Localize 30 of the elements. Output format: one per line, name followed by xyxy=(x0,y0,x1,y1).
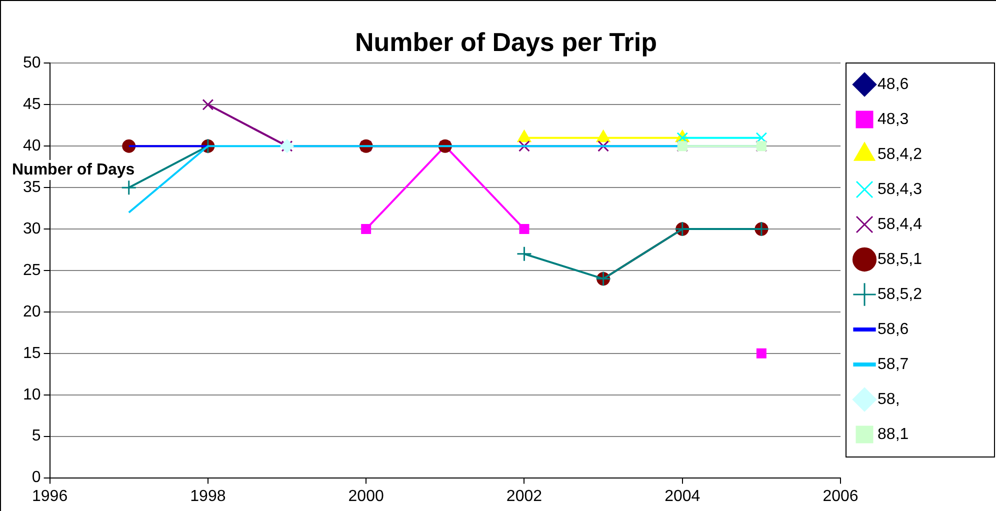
y-tick-label: 10 xyxy=(23,386,41,404)
y-tick-label: 5 xyxy=(32,428,41,445)
y-tick-label: 45 xyxy=(23,96,41,114)
y-tick-label: 40 xyxy=(23,138,41,155)
legend-label: 88,1 xyxy=(878,426,909,443)
y-tick-label: 30 xyxy=(23,220,41,238)
y-tick-label: 35 xyxy=(23,178,41,196)
y-tick-label: 0 xyxy=(32,469,41,486)
chart-title: Number of Days per Trip xyxy=(355,26,657,57)
legend-label: 58,7 xyxy=(878,356,909,373)
x-tick-label: 2004 xyxy=(664,488,700,505)
legend-label: 58,4,2 xyxy=(878,146,922,163)
x-tick-label: 1996 xyxy=(32,488,68,505)
y-axis-title: Number of Days xyxy=(12,161,135,178)
legend-label: 58,5,2 xyxy=(878,286,922,303)
legend-label: 58,6 xyxy=(878,320,909,338)
y-tick-label: 50 xyxy=(23,54,41,72)
y-tick-label: 20 xyxy=(23,303,41,320)
legend-label: 58, xyxy=(878,390,900,408)
y-tick-label: 15 xyxy=(23,344,41,362)
legend-label: 58,5,1 xyxy=(878,250,922,268)
x-tick-label: 2000 xyxy=(348,488,384,505)
x-tick-label: 2002 xyxy=(506,488,542,505)
x-tick-label: 1998 xyxy=(190,488,226,505)
y-tick-label: 25 xyxy=(23,262,41,279)
legend-label: 58,4,4 xyxy=(878,216,922,233)
legend-label: 48,3 xyxy=(878,110,909,128)
legend-label: 58,4,3 xyxy=(878,180,922,198)
x-tick-label: 2006 xyxy=(822,488,858,505)
legend-label: 48,6 xyxy=(878,76,909,93)
